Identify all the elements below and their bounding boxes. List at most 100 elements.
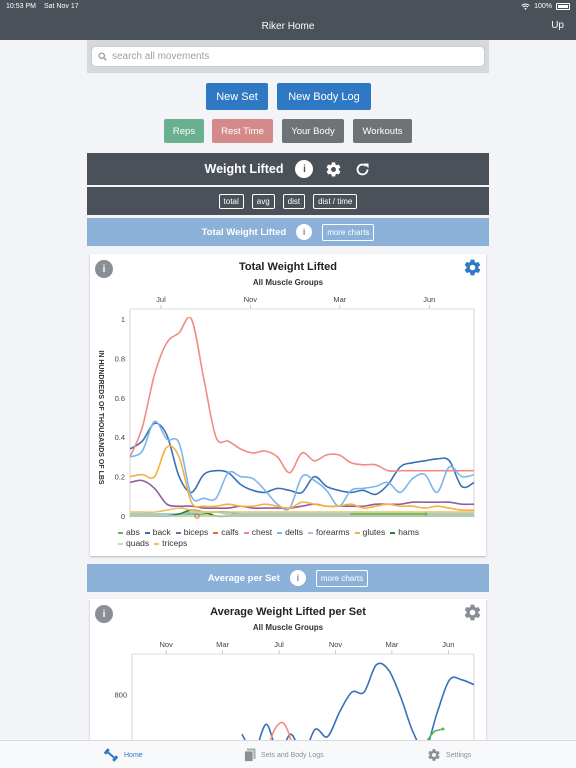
reps-button[interactable]: Reps — [164, 119, 204, 143]
legend-item-quads[interactable]: quads — [118, 538, 149, 549]
documents-icon — [244, 748, 256, 762]
tab-settings[interactable]: Settings — [427, 741, 471, 768]
nav-bar: Riker Home Up — [0, 12, 576, 40]
status-date: Sat Nov 17 — [43, 2, 79, 10]
y-tick-label: 0.4 — [115, 433, 125, 442]
search-input[interactable] — [112, 51, 478, 62]
filter-dist[interactable]: dist — [282, 193, 306, 209]
x-tick-label: Jun — [423, 295, 435, 304]
info-icon[interactable]: i — [95, 605, 113, 623]
new-set-button[interactable]: New Set — [206, 83, 268, 110]
y-tick-label: 0.6 — [115, 394, 125, 403]
average-weight-chart: NovMarJulNovMarJun600800 — [114, 640, 475, 740]
filter-bar: total avg dist dist / time — [87, 187, 489, 215]
legend-item-triceps[interactable]: triceps — [154, 538, 187, 549]
gear-icon[interactable] — [325, 161, 342, 178]
new-body-log-button[interactable]: New Body Log — [277, 83, 371, 110]
info-icon[interactable]: i — [296, 224, 313, 240]
info-icon[interactable]: i — [295, 160, 314, 178]
search-bar — [87, 40, 489, 73]
nav-title: Riker Home — [261, 20, 315, 32]
x-tick-label: Nov — [244, 295, 258, 304]
up-button[interactable]: Up — [551, 20, 564, 31]
filter-dist-time[interactable]: dist / time — [313, 193, 358, 209]
rest-time-button[interactable]: Rest Time — [212, 119, 273, 143]
legend-label: triceps — [162, 538, 188, 548]
chart-title: Average Weight Lifted per Set — [210, 606, 366, 618]
workouts-button[interactable]: Workouts — [353, 119, 412, 143]
chart-subtitle: All Muscle Groups — [252, 623, 324, 632]
search-box[interactable] — [91, 46, 485, 67]
legend-marker — [144, 531, 150, 534]
group-title: Average per Set — [207, 572, 280, 584]
legend-label: back — [152, 527, 171, 537]
gear-icon[interactable] — [463, 258, 482, 277]
legend-item-abs[interactable]: abs — [118, 527, 140, 538]
legend-item-hams[interactable]: hams — [390, 527, 419, 538]
series-line-chest — [269, 721, 292, 740]
more-charts-button[interactable]: more charts — [315, 569, 369, 587]
average-per-set-group-header: Average per Set i more charts — [87, 564, 489, 592]
legend-item-forearms[interactable]: forearms — [308, 527, 350, 538]
series-point-abs — [441, 727, 445, 731]
legend-marker — [243, 531, 249, 534]
total-weight-chart-card: i Total Weight Lifted All Muscle Groups … — [90, 254, 486, 556]
series-line-delts — [130, 420, 474, 511]
series-line-triceps — [130, 507, 474, 514]
legend-item-glutes[interactable]: glutes — [354, 527, 386, 538]
average-weight-chart-card: i Average Weight Lifted per Set All Musc… — [90, 599, 486, 740]
total-weight-group-header: Total Weight Lifted i more charts — [87, 218, 489, 246]
main-content[interactable]: New Set New Body Log Reps Rest Time Your… — [0, 40, 576, 740]
x-tick-label: Mar — [385, 640, 398, 649]
legend-label: calfs — [221, 527, 239, 537]
legend-item-calfs[interactable]: calfs — [213, 527, 239, 538]
search-icon — [98, 52, 107, 61]
gear-icon — [428, 749, 440, 761]
total-weight-chart: Jul Nov Mar Jun 0 0.2 0.4 0.6 0.8 1 IN HUNDREDS OF… — [97, 295, 475, 521]
x-tick-label: Jul — [274, 640, 284, 649]
gear-icon[interactable] — [463, 603, 482, 622]
series-line-glutes — [130, 445, 474, 512]
legend-marker — [390, 531, 396, 534]
x-tick-label: Jun — [442, 640, 454, 649]
legend-marker — [308, 531, 314, 534]
legend-label: biceps — [183, 527, 209, 537]
legend-label: glutes — [362, 527, 386, 537]
legend-item-delts[interactable]: delts — [277, 527, 303, 538]
legend-label: quads — [126, 538, 150, 548]
series-line-abs — [426, 728, 444, 740]
legend-item-biceps[interactable]: biceps — [175, 527, 209, 538]
legend-label: delts — [285, 527, 304, 537]
legend-marker — [118, 542, 123, 545]
group-title: Total Weight Lifted — [201, 226, 287, 238]
filter-total[interactable]: total — [218, 193, 244, 209]
legend-item-back[interactable]: back — [144, 527, 171, 538]
battery-icon — [556, 2, 570, 10]
filter-avg[interactable]: avg — [251, 193, 275, 209]
more-charts-button[interactable]: more charts — [322, 223, 375, 241]
legend-marker — [118, 531, 123, 534]
dumbbell-icon — [103, 748, 119, 762]
tab-home[interactable]: Home — [103, 741, 143, 768]
y-axis-label: IN HUNDREDS OF THOUSANDS OF LBS — [97, 350, 104, 485]
legend-label: abs — [126, 527, 140, 537]
x-tick-label: Nov — [160, 640, 174, 649]
x-tick-label: Jul — [156, 295, 166, 304]
legend-item-chest[interactable]: chest — [243, 527, 272, 538]
legend-marker — [277, 531, 283, 534]
section-title: Weight Lifted — [204, 162, 284, 176]
x-tick-label: Nov — [329, 640, 343, 649]
series-point-calfs — [194, 513, 200, 519]
wifi-icon — [521, 3, 530, 10]
y-tick-label: 0 — [121, 512, 125, 521]
x-tick-label: Mar — [333, 295, 346, 304]
legend-label: forearms — [316, 527, 350, 537]
info-icon[interactable]: i — [95, 260, 113, 278]
info-icon[interactable]: i — [289, 570, 306, 586]
series-line-biceps — [130, 479, 474, 510]
tab-label: Sets and Body Logs — [261, 751, 324, 759]
your-body-button[interactable]: Your Body — [282, 119, 344, 143]
status-time: 10:53 PM — [6, 2, 36, 10]
refresh-icon[interactable] — [354, 161, 371, 178]
tab-sets-and-body-logs[interactable]: Sets and Body Logs — [244, 741, 324, 768]
